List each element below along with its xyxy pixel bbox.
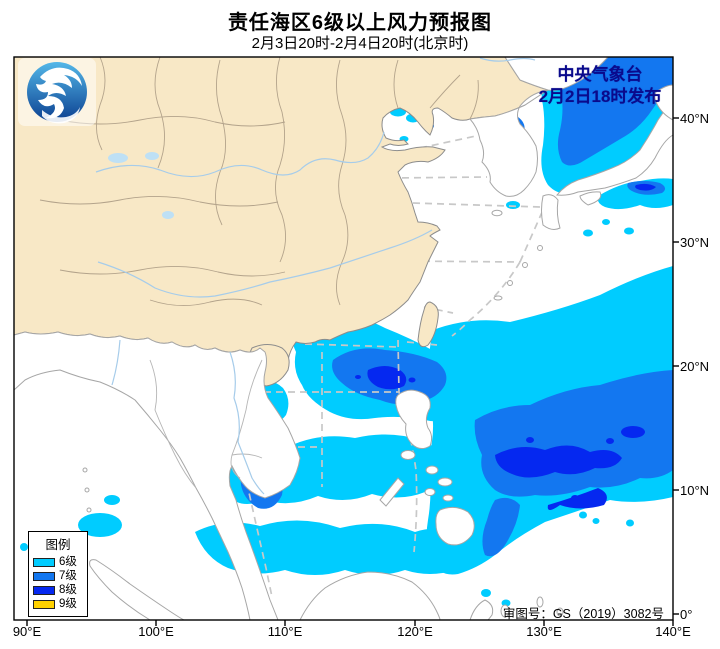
legend-title: 图例 [45, 538, 71, 552]
legend-item-level8: 8级 [29, 583, 87, 597]
legend-label-level8: 8级 [59, 584, 77, 596]
legend-item-level9: 9级 [29, 597, 87, 611]
page-title: 责任海区6级以上风力预报图 [227, 12, 493, 34]
philippines-islands [379, 389, 475, 546]
province-borders [39, 56, 479, 306]
legend-swatch-level9 [33, 599, 55, 609]
lat-label-10n: 10°N [680, 483, 710, 498]
map-review-number: 审图号：GS（2019）3082号 [502, 607, 664, 621]
lon-label-110e: 110°E [267, 624, 303, 639]
lat-label-0: 0° [680, 607, 693, 622]
indochina-landmass [13, 331, 301, 621]
cma-logo [18, 58, 96, 126]
lon-label-140e: 140°E [655, 624, 691, 639]
lakes [108, 152, 174, 219]
legend-swatch-level6 [33, 557, 55, 567]
lat-label-30n: 30°N [680, 235, 710, 250]
ryukyu-islands [493, 245, 543, 301]
axis-ticks [26, 117, 679, 626]
legend-swatch-level8 [33, 585, 55, 595]
taiwan-island [417, 301, 439, 348]
issuer-stamp: 中央气象台 2月2日18时发布 [520, 64, 680, 108]
legend-label-level7: 7级 [59, 570, 77, 582]
lon-label-130e: 130°E [526, 624, 562, 639]
legend-label-level6: 6级 [59, 556, 77, 568]
korea-peninsula [469, 89, 549, 197]
legend-swatch-level7 [33, 571, 55, 581]
legend-box: 图例 6级 7级 8级 9级 [28, 531, 88, 617]
lat-label-40n: 40°N [680, 111, 710, 126]
page-subtitle: 2月3日20时-2月4日20时(北京时) [251, 35, 469, 52]
map-frame [13, 56, 674, 621]
jeju-island [491, 209, 503, 217]
lon-label-90e: 90°E [12, 624, 42, 639]
lon-label-100e: 100°E [138, 624, 174, 639]
legend-item-level6: 6级 [29, 555, 87, 569]
rivers [95, 57, 536, 495]
russia-coast [504, 56, 610, 91]
lat-label-20n: 20°N [680, 359, 710, 374]
issuer-name: 中央气象台 [557, 65, 643, 84]
lon-label-120e: 120°E [397, 624, 433, 639]
legend-item-level7: 7级 [29, 569, 87, 583]
issue-time: 2月2日18时发布 [538, 87, 662, 106]
legend-label-level9: 9级 [59, 598, 77, 610]
